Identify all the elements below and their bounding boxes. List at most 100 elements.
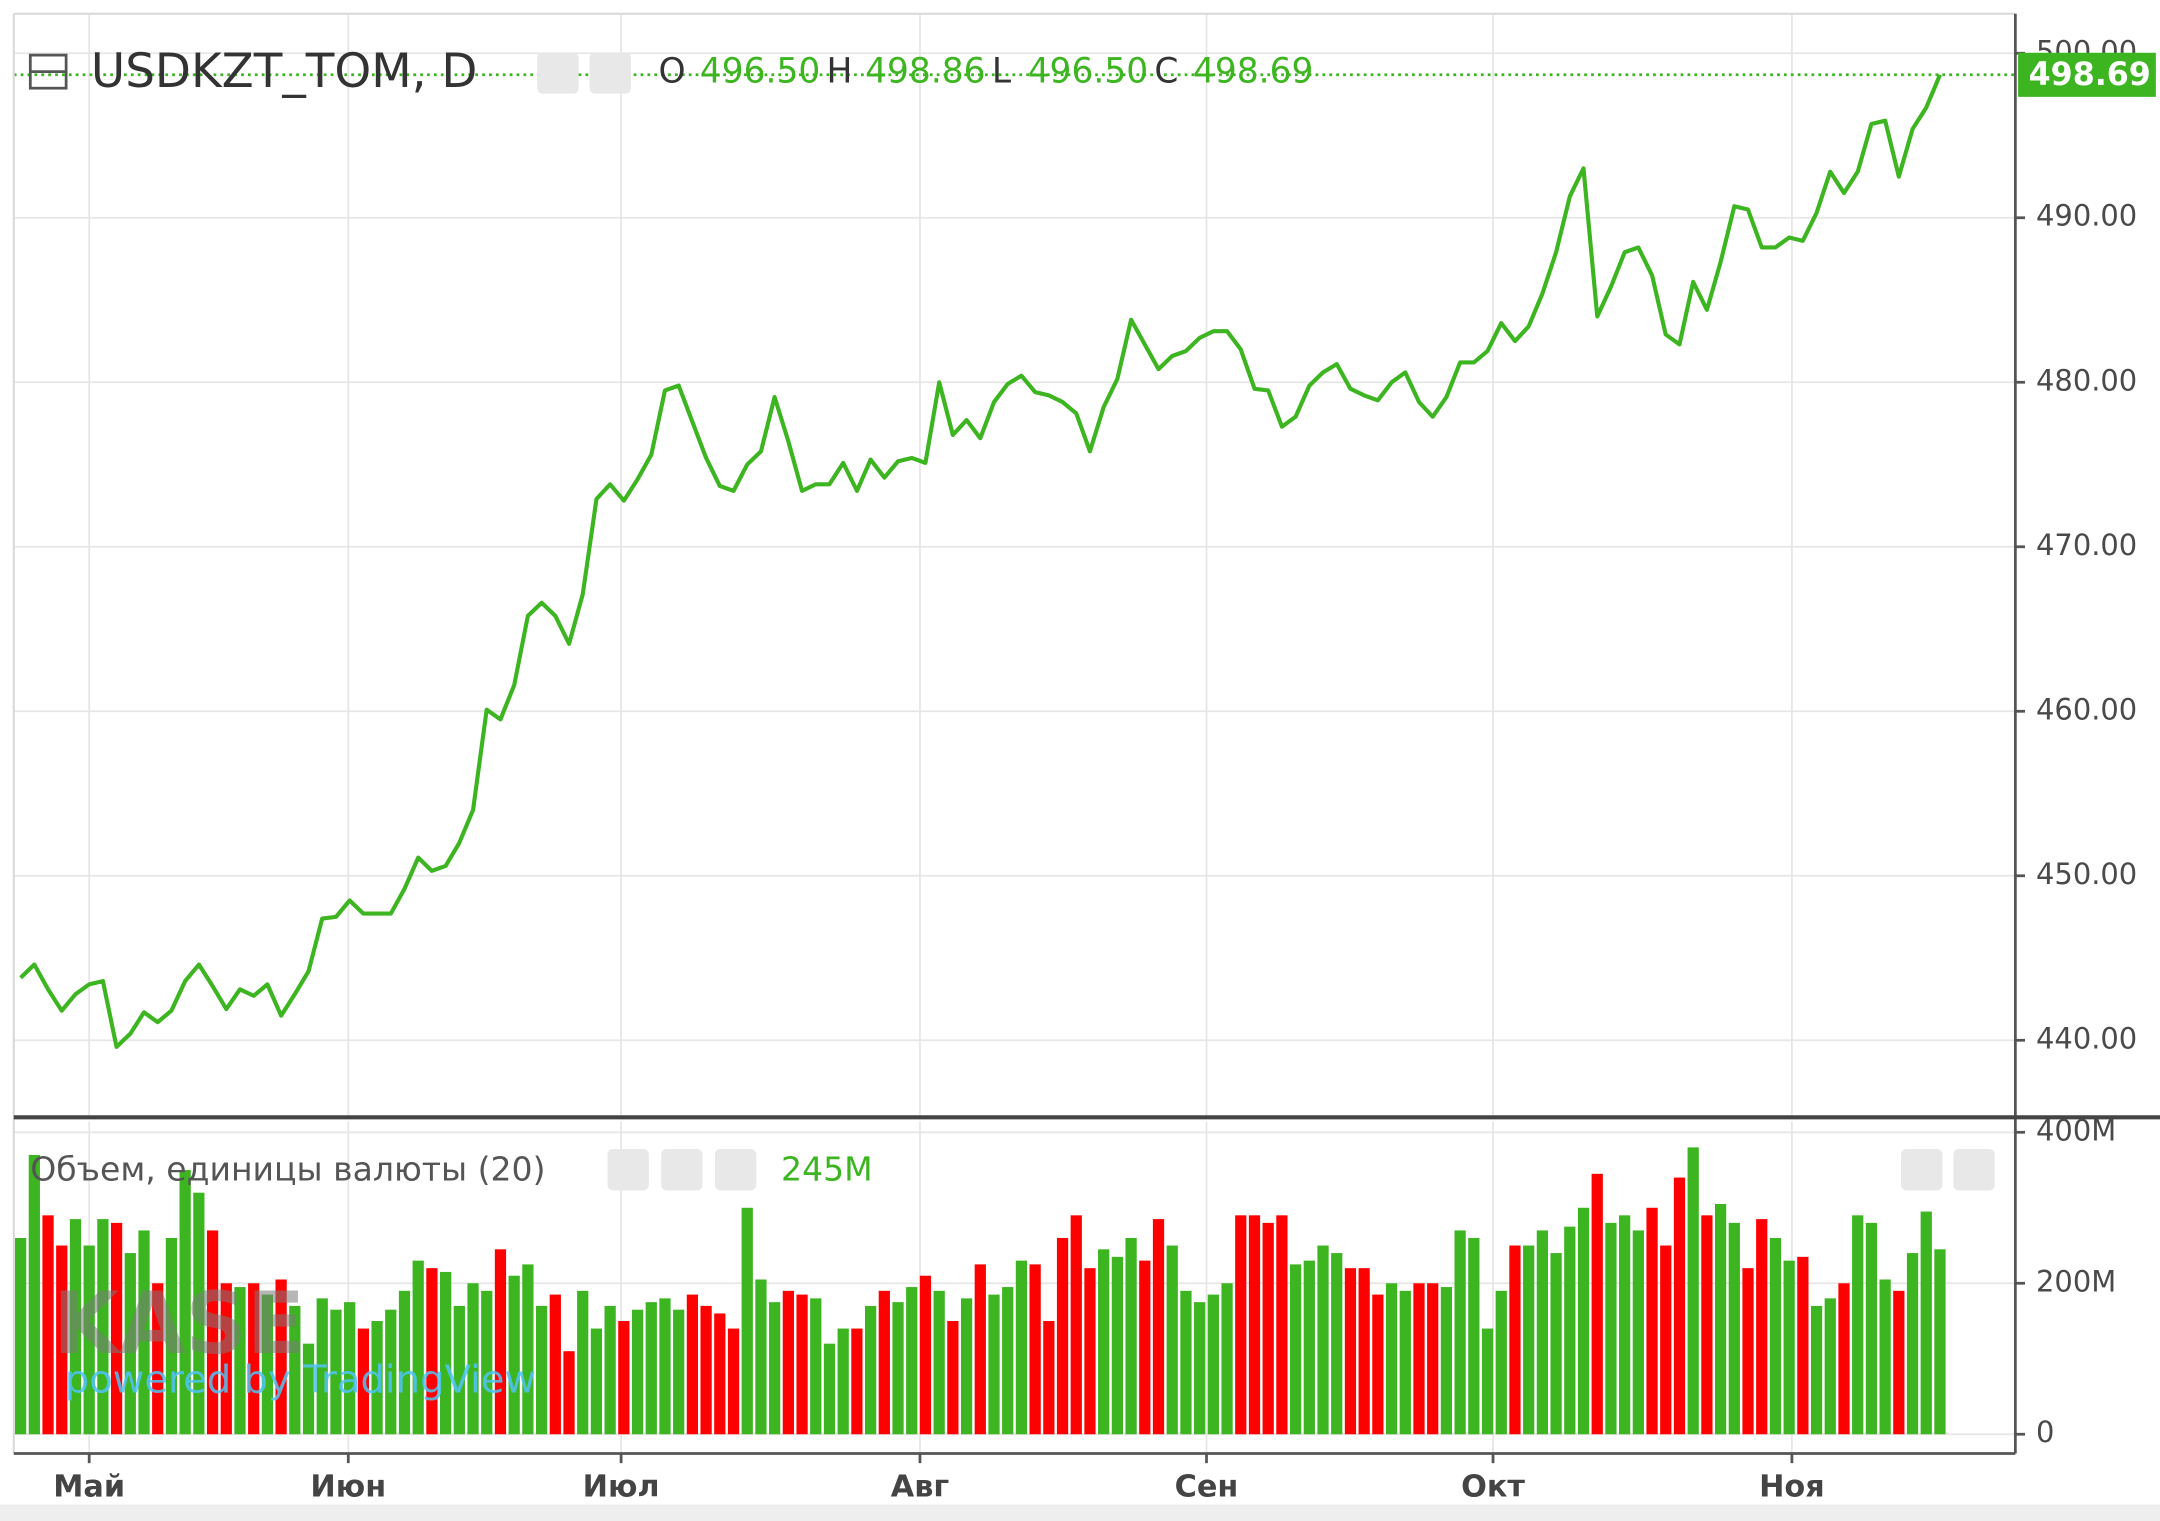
volume-bar [892, 1302, 904, 1435]
y-tick-label: 440.00 [2036, 1021, 2137, 1055]
volume-bar [1276, 1215, 1288, 1435]
volume-bar [426, 1268, 438, 1435]
y-tick-label: 0 [2036, 1415, 2054, 1449]
volume-bar [837, 1328, 849, 1435]
volume-bar [1440, 1287, 1453, 1435]
volume-bar [1317, 1245, 1329, 1435]
volume-bar [1673, 1177, 1686, 1435]
volume-bar [535, 1305, 548, 1435]
volume-bar [1152, 1219, 1165, 1435]
volume-bar [810, 1298, 822, 1435]
volume-bar [851, 1328, 863, 1435]
volume-settings-icon[interactable] [661, 1149, 703, 1191]
volume-bar [1427, 1283, 1439, 1435]
volume-bar [248, 1283, 260, 1435]
volume-bar [1331, 1253, 1343, 1435]
settings-icon[interactable] [589, 52, 631, 94]
volume-bar [1289, 1264, 1302, 1435]
volume-bar [1385, 1283, 1398, 1435]
volume-bar [1056, 1237, 1069, 1435]
volume-bar [1577, 1207, 1590, 1435]
volume-bar [1646, 1207, 1658, 1435]
volume-bar [782, 1290, 794, 1435]
y-tick-label: 470.00 [2036, 528, 2137, 562]
volume-bar [1852, 1215, 1864, 1435]
x-tick-label: Ноя [1759, 1469, 1825, 1504]
watermark: KASE [53, 1275, 305, 1374]
y-tick-label: 460.00 [2036, 692, 2137, 726]
volume-bar [1536, 1230, 1549, 1435]
volume-bar [1660, 1245, 1672, 1435]
volume-bar [289, 1305, 301, 1435]
volume-visibility-icon[interactable] [607, 1149, 649, 1191]
watermark-sub: powered by TradingView [65, 1357, 536, 1402]
volume-bar [590, 1328, 603, 1435]
ohlc-value: 496.50 [700, 52, 820, 92]
volume-bar [1824, 1298, 1836, 1435]
x-tick-label: Сен [1175, 1469, 1239, 1504]
volume-bar [275, 1279, 287, 1435]
volume-bar [1632, 1230, 1644, 1435]
volume-bar [1605, 1222, 1617, 1435]
volume-bar [1029, 1264, 1041, 1435]
volume-bar [1413, 1283, 1425, 1435]
volume-bar [1454, 1230, 1466, 1435]
volume-bar [1084, 1268, 1096, 1435]
volume-bar [1303, 1260, 1315, 1435]
volume-bar [919, 1275, 932, 1435]
volume-bar [1194, 1302, 1206, 1435]
volume-bar [1070, 1215, 1082, 1435]
volume-bar [42, 1215, 54, 1435]
volume-bar [385, 1309, 397, 1435]
volume-bar [1139, 1260, 1151, 1435]
volume-bar [371, 1321, 383, 1435]
y-tick-label: 480.00 [2036, 363, 2137, 397]
volume-bar [467, 1283, 479, 1435]
x-tick-label: Июл [583, 1469, 660, 1504]
volume-bar [714, 1313, 726, 1435]
volume-bar [1714, 1204, 1727, 1435]
volume-bar [97, 1219, 109, 1435]
ohlc-value: 498.86 [865, 52, 985, 92]
volume-bar [906, 1287, 918, 1435]
pane-up-icon[interactable] [1901, 1149, 1943, 1191]
volume-bar [1564, 1226, 1576, 1435]
volume-bar [412, 1260, 424, 1435]
volume-bar [947, 1321, 959, 1435]
volume-bar [1893, 1290, 1905, 1435]
x-tick-label: Авг [891, 1469, 950, 1504]
volume-bar [796, 1294, 808, 1435]
volume-bar [1742, 1268, 1754, 1435]
y-tick-label: 200M [2036, 1264, 2116, 1298]
ohlc-value: 496.50 [1028, 52, 1148, 92]
volume-bar [1180, 1290, 1192, 1435]
visibility-icon[interactable] [537, 52, 579, 94]
volume-close-icon[interactable] [714, 1149, 757, 1191]
volume-bar [124, 1253, 136, 1435]
ohlc-key: L [992, 52, 1011, 92]
y-tick-label: 450.00 [2036, 857, 2137, 891]
volume-bar [1207, 1294, 1219, 1435]
volume-bar [577, 1290, 589, 1435]
volume-bar [1344, 1268, 1357, 1435]
volume-bar [631, 1309, 644, 1435]
volume-bar [1934, 1249, 1946, 1435]
volume-bar [508, 1275, 520, 1435]
symbol-title: USDKZT_TOM, D [91, 45, 478, 99]
last-price-label: 498.69 [2029, 57, 2151, 93]
volume-bar [110, 1222, 123, 1435]
volume-bar [1810, 1305, 1823, 1435]
volume-bar [727, 1328, 740, 1435]
volume-bar [1358, 1268, 1370, 1435]
volume-bar [1591, 1173, 1603, 1435]
ohlc-key: O [658, 52, 685, 92]
volume-bar [1838, 1283, 1850, 1435]
volume-bar [563, 1351, 575, 1435]
ohlc-value: 498.69 [1193, 52, 1313, 92]
volume-bar [1728, 1222, 1740, 1435]
pane-down-icon[interactable] [1953, 1149, 1995, 1191]
last-price-tag [2018, 52, 2156, 97]
volume-bar [1619, 1215, 1631, 1435]
volume-bar [357, 1328, 369, 1435]
volume-bar [1111, 1256, 1124, 1435]
